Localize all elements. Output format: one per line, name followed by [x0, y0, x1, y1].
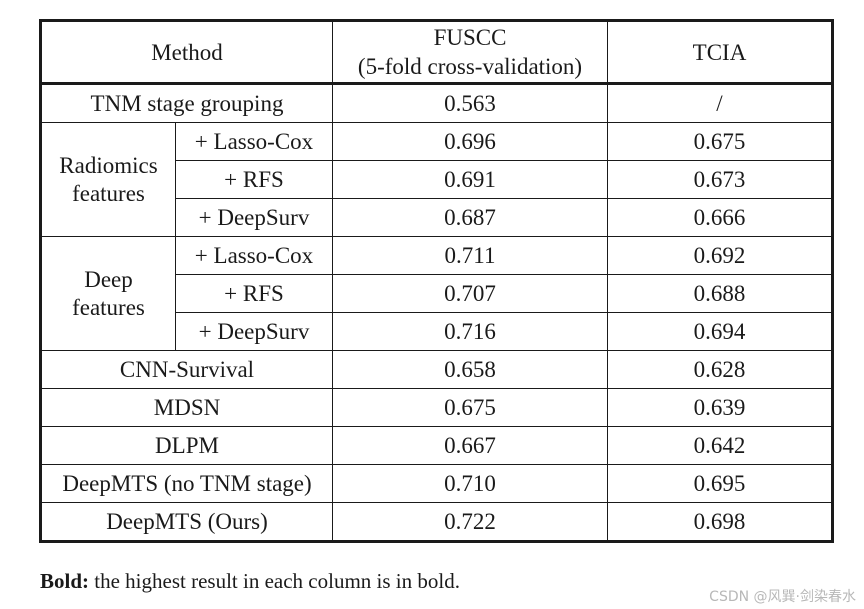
submethod-cell: + DeepSurv	[175, 198, 333, 237]
fuscc-cell: 0.707	[332, 274, 608, 313]
tcia-cell: /	[607, 82, 833, 123]
group-label-line1: Deep	[84, 266, 133, 292]
tcia-cell: 0.666	[607, 198, 833, 237]
table-row: + DeepSurv 0.716 0.694	[41, 312, 833, 351]
method-cell: MDSN	[40, 388, 333, 427]
fuscc-cell: 0.687	[332, 198, 608, 237]
fuscc-cell: 0.716	[332, 312, 608, 351]
tcia-cell: 0.688	[607, 274, 833, 313]
group-cell-deep: Deep features	[40, 236, 176, 351]
fuscc-cell: 0.696	[332, 122, 608, 161]
method-cell: DeepMTS (no TNM stage)	[40, 464, 333, 503]
table-row: Deep features + Lasso-Cox 0.711 0.692	[40, 236, 833, 351]
tcia-cell: 0.628	[607, 350, 833, 389]
fuscc-cell: 0.563	[332, 82, 608, 123]
table-row: Radiomics features + Lasso-Cox 0.696 0.6…	[40, 122, 833, 237]
fuscc-cell: 0.710	[332, 464, 608, 503]
group-label-line2: features	[72, 180, 145, 206]
fuscc-cell: 0.667	[332, 426, 608, 465]
tcia-cell: 0.695	[607, 464, 833, 503]
table-row: DeepMTS (no TNM stage) 0.710 0.695	[40, 464, 833, 503]
fuscc-cell: 0.675	[332, 388, 608, 427]
header-fuscc-line2: (5-fold cross-validation)	[357, 54, 583, 79]
table-row: CNN-Survival 0.658 0.628	[40, 350, 833, 389]
submethod-cell: + Lasso-Cox	[175, 122, 333, 161]
table-row: DLPM 0.667 0.642	[40, 426, 833, 465]
header-fuscc-line1: FUSCC	[433, 25, 507, 50]
tcia-cell: 0.639	[607, 388, 833, 427]
header-fuscc: FUSCC (5-fold cross-validation)	[332, 20, 608, 84]
group-label-line1: Radiomics	[59, 152, 158, 178]
header-tcia: TCIA	[607, 20, 833, 84]
submethod-cell: + DeepSurv	[175, 312, 333, 351]
table-row: + RFS 0.691 0.673	[41, 160, 833, 199]
table-row: TNM stage grouping 0.563 /	[40, 82, 833, 123]
footnote-text: the highest result in each column is in …	[89, 569, 460, 593]
method-cell: DLPM	[40, 426, 333, 465]
results-table: Method FUSCC (5-fold cross-validation) T…	[39, 19, 834, 543]
fuscc-cell: 0.658	[332, 350, 608, 389]
table-footnote: Bold: the highest result in each column …	[40, 569, 460, 594]
fuscc-cell: 0.711	[332, 236, 608, 275]
method-cell: TNM stage grouping	[40, 82, 333, 123]
header-row: Method FUSCC (5-fold cross-validation) T…	[40, 20, 833, 84]
fuscc-cell: 0.691	[332, 160, 608, 199]
tcia-cell: 0.694	[607, 312, 833, 351]
table-row: + RFS 0.707 0.688	[41, 274, 833, 313]
method-cell: CNN-Survival	[40, 350, 333, 389]
footnote-bold-label: Bold:	[40, 569, 90, 593]
table-row: + DeepSurv 0.687 0.666	[41, 198, 833, 237]
tcia-cell: 0.692	[607, 236, 833, 275]
group-cell-radiomics: Radiomics features	[40, 122, 176, 237]
header-method: Method	[40, 20, 333, 84]
watermark: CSDN @风巽·剑染春水	[709, 589, 856, 605]
method-cell: DeepMTS (Ours)	[40, 502, 333, 542]
tcia-cell: 0.675	[607, 122, 833, 161]
group-label-line2: features	[72, 294, 145, 320]
tcia-best-cell: 0.698	[607, 502, 833, 542]
submethod-cell: + RFS	[175, 274, 333, 313]
tcia-cell: 0.642	[607, 426, 833, 465]
tcia-cell: 0.673	[607, 160, 833, 199]
table-row: MDSN 0.675 0.639	[40, 388, 833, 427]
submethod-cell: + Lasso-Cox	[175, 236, 333, 275]
submethod-cell: + RFS	[175, 160, 333, 199]
table-row: DeepMTS (Ours) 0.722 0.698	[40, 502, 833, 542]
fuscc-best-cell: 0.722	[332, 502, 608, 542]
